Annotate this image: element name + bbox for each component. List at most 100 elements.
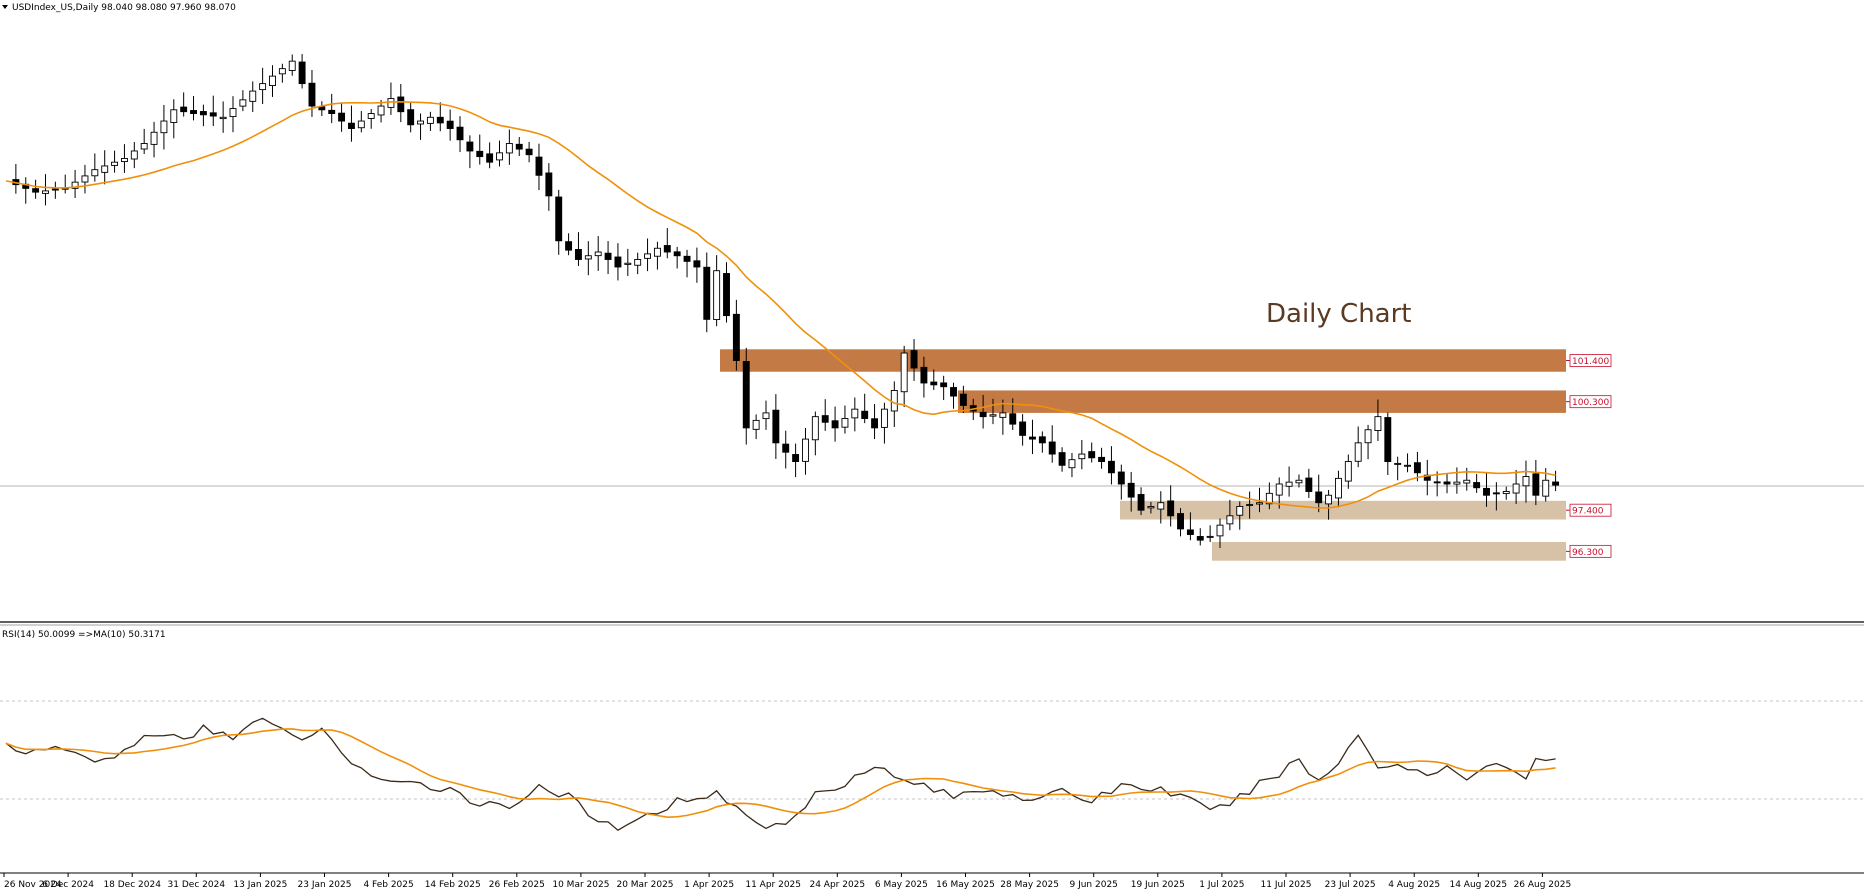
candle-bull xyxy=(81,175,89,183)
x-tick-label: 13 Jan 2025 xyxy=(233,880,287,890)
candle-bull xyxy=(1078,453,1086,460)
candle-bear xyxy=(1305,477,1313,492)
x-tick-label: 26 Nov 2024 xyxy=(4,880,62,890)
rsi-panel: RSI(14) 50.0099 =>MA(10) 50.3171 xyxy=(0,630,1864,831)
candle-bear xyxy=(555,196,563,242)
level-label-0: 101.400 xyxy=(1572,357,1609,367)
candle-bull xyxy=(367,113,375,119)
candle-bull xyxy=(170,109,178,123)
candle-bull xyxy=(288,60,296,71)
candle-bear xyxy=(1315,491,1323,504)
candle-bull xyxy=(160,120,168,134)
x-tick-label: 31 Dec 2024 xyxy=(168,880,226,890)
candle-bull xyxy=(1325,494,1333,505)
candle-bear xyxy=(821,415,829,423)
candle-bull xyxy=(1206,535,1214,538)
x-tick-label: 26 Aug 2025 xyxy=(1514,880,1572,890)
candle-bear xyxy=(920,366,928,384)
annotation-daily-chart: Daily Chart xyxy=(1266,299,1412,329)
candle-bull xyxy=(91,169,99,177)
candle-bull xyxy=(101,165,109,173)
candle-bull xyxy=(1394,462,1402,465)
candle-bear xyxy=(1443,481,1451,485)
x-tick-label: 1 Jul 2025 xyxy=(1199,880,1244,890)
candle-bear xyxy=(348,122,355,129)
candle-bear xyxy=(1532,473,1540,496)
candle-bull xyxy=(653,247,661,257)
candle-bear xyxy=(979,411,987,418)
level-box-1 xyxy=(1569,395,1612,409)
candle-bull xyxy=(811,416,819,441)
rsi-ma-line xyxy=(5,728,1556,819)
candle-bear xyxy=(1492,492,1500,495)
candle-bear xyxy=(1058,452,1066,466)
candle-bear xyxy=(456,126,464,141)
candle-bull xyxy=(1246,504,1254,507)
x-tick-label: 16 May 2025 xyxy=(936,880,995,890)
candle-bull xyxy=(496,152,503,161)
candle-bear xyxy=(446,120,454,129)
x-tick-label: 6 Dec 2024 xyxy=(42,880,94,890)
candle-bull xyxy=(278,68,286,75)
zone-resistance-0 xyxy=(720,349,1566,372)
x-tick-label: 18 Dec 2024 xyxy=(103,880,161,890)
x-tick-label: 23 Jan 2025 xyxy=(298,880,352,890)
price-zones xyxy=(720,349,1566,561)
level-label-2: 97.400 xyxy=(1572,507,1604,517)
candle-bear xyxy=(693,260,701,268)
candle-bull xyxy=(624,262,632,265)
x-tick-label: 26 Feb 2025 xyxy=(489,880,545,890)
candle-bear xyxy=(683,255,691,262)
candle-bear xyxy=(782,443,790,453)
main-chart-panel: 101.400 100.300 97.400 96.300 Daily Chart U… xyxy=(0,3,1864,561)
candle-bear xyxy=(1433,481,1441,484)
x-tick-label: 1 Apr 2025 xyxy=(684,880,734,890)
candle-bear xyxy=(525,148,533,156)
candle-bear xyxy=(565,241,573,251)
candle-bull xyxy=(140,143,148,150)
level-label-1: 100.300 xyxy=(1572,398,1609,408)
zone-support-3 xyxy=(1212,542,1566,561)
candle-bear xyxy=(1038,436,1046,444)
zone-support-2 xyxy=(1120,500,1566,520)
candle-bull xyxy=(1334,477,1342,499)
candle-bull xyxy=(239,99,247,107)
candle-bear xyxy=(831,420,839,429)
x-tick-label: 14 Feb 2025 xyxy=(425,880,481,890)
candle-bear xyxy=(209,112,217,117)
candle-bear xyxy=(575,249,582,260)
candle-bear xyxy=(486,153,494,163)
menu-triangle-icon[interactable] xyxy=(2,5,8,9)
candle-bull xyxy=(1453,481,1461,485)
candle-bull xyxy=(150,131,158,145)
x-tick-label: 14 Aug 2025 xyxy=(1449,880,1507,890)
level-box-3 xyxy=(1569,544,1612,558)
candle-bear xyxy=(407,109,415,126)
candle-bear xyxy=(1107,460,1115,474)
candle-bull xyxy=(762,412,770,420)
candle-bull xyxy=(999,412,1007,418)
candle-bear xyxy=(32,188,40,193)
x-tick-label: 11 Jul 2025 xyxy=(1261,880,1312,890)
candle-bull xyxy=(111,161,119,166)
candle-bear xyxy=(180,106,188,113)
rsi-line xyxy=(5,717,1556,831)
candle-bear xyxy=(703,266,711,320)
candle-bear xyxy=(338,112,346,122)
x-tick-label: 24 Apr 2025 xyxy=(809,880,865,890)
candle-bear xyxy=(614,256,622,268)
candle-bull xyxy=(584,255,592,260)
candle-bull xyxy=(841,418,849,428)
candle-bull xyxy=(1354,442,1362,462)
x-tick-label: 9 Jun 2025 xyxy=(1069,880,1117,890)
candle-bear xyxy=(1098,456,1106,462)
candle-bear xyxy=(1483,487,1490,496)
candle-bear xyxy=(308,82,316,107)
candle-bull xyxy=(1275,483,1283,496)
candle-bear xyxy=(1167,500,1175,517)
candle-bear xyxy=(476,150,484,158)
candle-bull xyxy=(1374,416,1382,431)
candle-bull xyxy=(229,108,237,118)
zone-resistance-1 xyxy=(958,390,1566,413)
x-tick-label: 4 Aug 2025 xyxy=(1388,880,1440,890)
